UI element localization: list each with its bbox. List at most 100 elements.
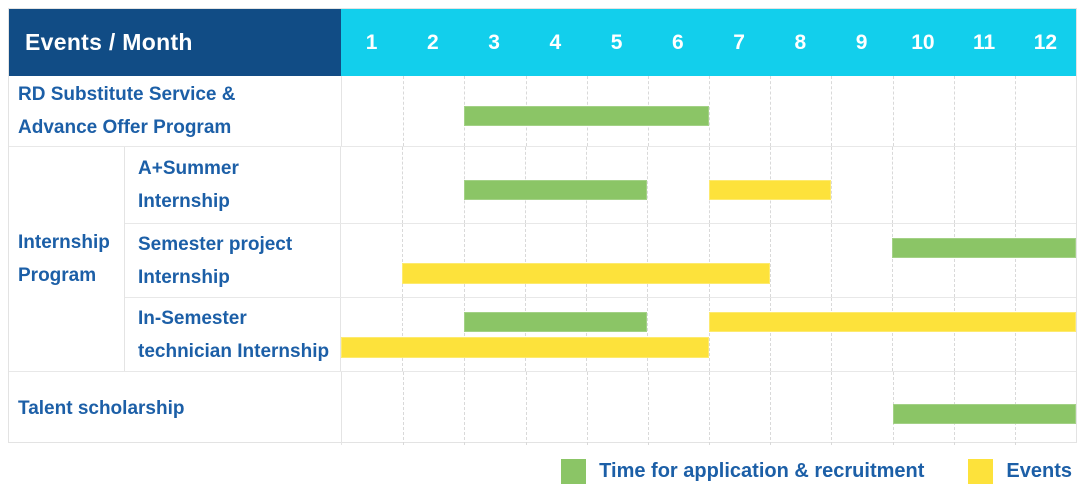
month-header-row: 1 2 3 4 5 6 7 8 9 10 11 12 — [341, 9, 1076, 76]
legend-label-event: Events — [1006, 460, 1072, 482]
month-header-cell: 5 — [610, 30, 623, 54]
row-label-line: Internship — [138, 191, 230, 212]
month-gridline — [709, 76, 710, 146]
month-gridline — [892, 147, 894, 223]
row-label: RD Substitute Service & Advance Offer Pro… — [9, 76, 341, 146]
row-label-line: Advance Offer Program — [18, 117, 232, 138]
gantt-bar-recruitment-talent-scholarship — [892, 403, 1076, 424]
month-gridline — [953, 76, 955, 146]
month-gridline — [525, 372, 527, 445]
month-gridline — [586, 298, 587, 371]
table-row-rd-substitute: RD Substitute Service & Advance Offer Pro… — [9, 76, 1076, 146]
month-header-cell: 9 — [855, 30, 868, 54]
row-chart-area — [340, 298, 1076, 371]
month-header-cell: 1 — [365, 30, 378, 54]
group-label: Internship Program — [9, 147, 125, 371]
month-gridline — [709, 372, 710, 445]
row-label-line: technician Internship — [138, 340, 330, 362]
month-gridline — [892, 298, 894, 371]
month-gridline — [770, 76, 772, 146]
row-chart-area — [341, 372, 1076, 445]
month-header-cell: 6 — [672, 30, 684, 54]
month-header-cell: 8 — [794, 30, 807, 54]
month-gridline — [831, 372, 833, 445]
month-gridline — [402, 224, 404, 297]
table-row-a-plus-summer-internship: A+Summer Internship — [125, 147, 1076, 223]
month-gridline — [892, 76, 894, 146]
month-gridline — [892, 224, 894, 297]
month-gridline — [708, 298, 710, 371]
month-gridline — [463, 298, 465, 371]
month-gridline — [831, 298, 832, 371]
month-header-cell: 2 — [427, 30, 439, 54]
row-label-line: Semester project — [138, 233, 293, 255]
gantt-bar-recruitment-semester-project-internship — [892, 238, 1076, 258]
table-header-row: Events / Month 1 2 3 4 5 6 7 8 9 10 11 12 — [9, 9, 1076, 76]
month-gridline — [647, 147, 649, 223]
month-gridline — [831, 224, 832, 297]
month-header-cell: 12 — [1033, 30, 1058, 54]
month-gridline — [586, 224, 587, 297]
month-gridline — [402, 147, 404, 223]
month-gridline — [586, 372, 588, 445]
table-row-in-semester-technician-internship: In-Semester technician Internship — [125, 297, 1076, 371]
row-label: In-Semester technician Internship — [125, 298, 340, 371]
month-gridline — [953, 147, 955, 223]
row-label-line: RD Substitute Service & — [18, 84, 236, 105]
legend-item-event: Events — [968, 459, 1072, 484]
row-label-line: Internship — [138, 266, 230, 288]
month-gridline — [1014, 298, 1016, 371]
month-gridline — [647, 298, 649, 371]
row-chart-area — [340, 147, 1076, 223]
table-body: RD Substitute Service & Advance Offer Pro… — [9, 76, 1076, 445]
events-month-header-cell: Events / Month — [9, 9, 341, 76]
month-gridline — [1014, 147, 1016, 223]
month-gridline — [402, 298, 404, 371]
row-chart-area — [340, 224, 1076, 297]
legend-item-recruitment: Time for application & recruitment — [561, 459, 924, 484]
month-gridline — [647, 372, 649, 445]
table-row-talent-scholarship: Talent scholarship — [9, 371, 1076, 445]
table-row-semester-project-internship: Semester project Internship — [125, 223, 1076, 297]
group-label-line: Internship — [18, 232, 110, 253]
month-gridline — [770, 372, 772, 445]
month-gridline — [403, 372, 405, 445]
month-gridline — [403, 76, 405, 146]
month-header-cell: 3 — [488, 30, 500, 54]
month-header-cell: 7 — [733, 30, 745, 54]
legend-label-recruitment: Time for application & recruitment — [599, 460, 925, 482]
gantt-bar-recruitment-in-semester-technician-internship — [463, 312, 648, 332]
gantt-table: Events / Month 1 2 3 4 5 6 7 8 9 10 11 12 RD Substi… — [8, 8, 1077, 445]
month-gridline — [463, 224, 465, 297]
gantt-bar-event-in-semester-technician-internship — [708, 312, 1076, 332]
group-rows: A+Summer Internship Semester project Intern… — [125, 147, 1076, 371]
group-block-internship-program: Internship Program A+Summer Internship Semes… — [9, 146, 1076, 371]
month-gridline — [524, 224, 526, 297]
month-gridline — [769, 298, 771, 371]
row-label: Talent scholarship — [9, 372, 341, 445]
month-gridline — [1014, 76, 1016, 146]
gantt-bar-recruitment-a-plus-summer-internship — [463, 180, 648, 200]
legend-swatch-event — [968, 459, 994, 484]
month-gridline — [953, 224, 955, 297]
month-gridline — [769, 224, 771, 297]
legend-swatch-recruitment — [561, 459, 587, 484]
month-gridline — [831, 76, 833, 146]
gantt-bar-event-semester-project-internship — [402, 263, 770, 284]
chart-legend: Time for application & recruitment Events — [561, 459, 1072, 484]
group-label-line: Program — [18, 265, 97, 286]
month-gridline — [831, 147, 832, 223]
month-header-cell: 11 — [973, 30, 996, 54]
month-gridline — [953, 298, 955, 371]
gantt-bar-recruitment-rd-substitute — [464, 106, 709, 126]
month-header-cell: 4 — [549, 30, 562, 54]
row-label-line: Talent scholarship — [18, 398, 185, 419]
row-chart-area — [341, 76, 1076, 146]
row-label: Semester project Internship — [125, 224, 340, 297]
row-label-line: In-Semester — [138, 307, 247, 329]
month-gridline — [647, 224, 649, 297]
month-gridline — [1014, 224, 1016, 297]
month-gridline — [524, 298, 526, 371]
month-header-cell: 10 — [911, 30, 935, 54]
